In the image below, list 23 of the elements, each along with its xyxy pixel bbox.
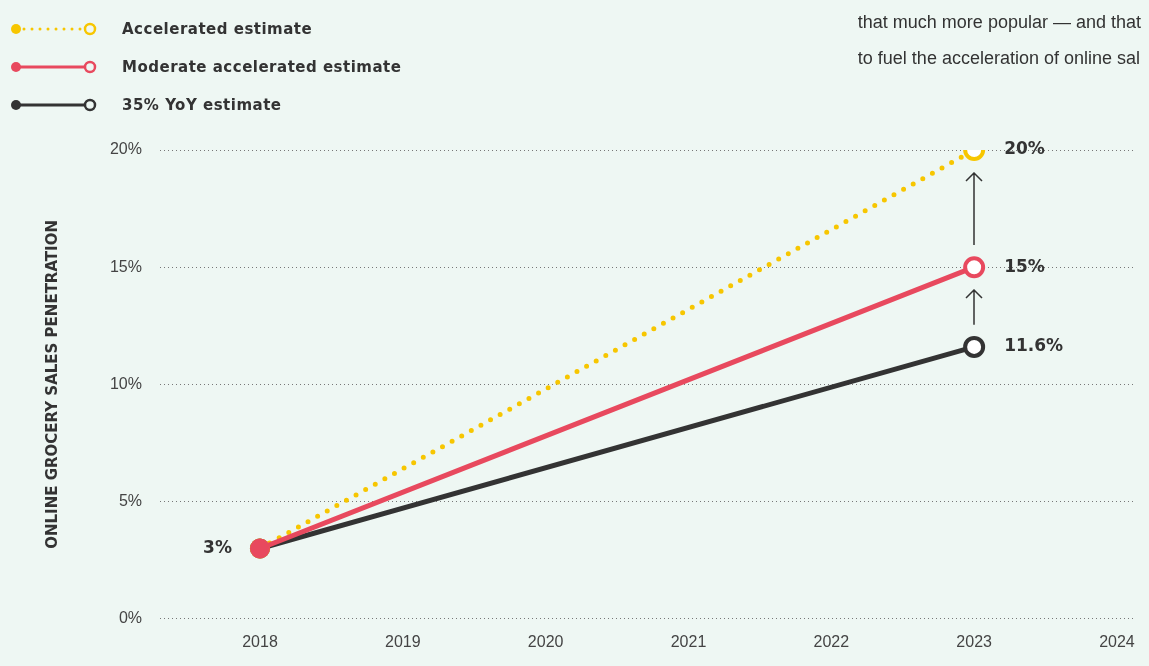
x-tick-label: 2020 (527, 632, 564, 650)
legend-label: Moderate accelerated estimate (122, 58, 402, 76)
data-label: 20% (1004, 138, 1045, 159)
legend-label: Accelerated estimate (122, 20, 313, 38)
y-tick-label: 20% (109, 140, 142, 158)
y-tick-label: 10% (109, 374, 142, 392)
x-tick-label: 2019 (385, 632, 421, 650)
x-tick-label: 2018 (242, 632, 278, 650)
point (963, 335, 986, 358)
x-tick-label: 2022 (813, 632, 850, 650)
y-tick-label: 15% (109, 257, 142, 275)
y-tick-label: 0% (118, 609, 142, 627)
legend-label: 35% YoY estimate (122, 96, 282, 114)
x-tick-label: 2021 (670, 632, 707, 650)
y-axis-title: ONLINE GROCERY SALES PENETRATION (42, 220, 61, 549)
data-label: 15% (1004, 255, 1045, 276)
x-tick-label: 2024 (1099, 632, 1135, 650)
y-tick-label: 5% (118, 492, 142, 510)
x-tick-label: 2023 (956, 632, 993, 650)
data-label: 3% (203, 536, 232, 557)
text: to fuel the acceleration of online sal (857, 47, 1141, 70)
text: that much more popular — and that (857, 11, 1141, 34)
data-label: 11.6% (1004, 335, 1064, 356)
